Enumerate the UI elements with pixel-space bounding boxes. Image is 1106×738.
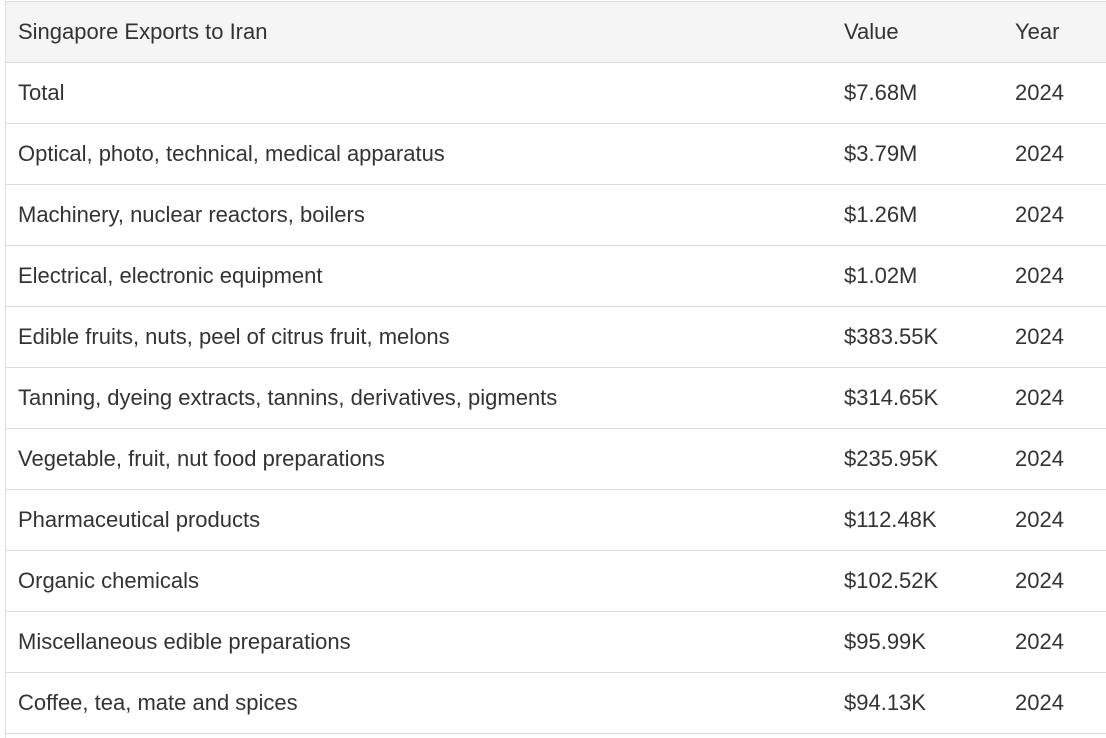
cell-value: $383.55K — [832, 306, 1003, 368]
cell-year: 2024 — [1003, 306, 1106, 368]
cell-year: 2024 — [1003, 62, 1106, 124]
cell-category: Vegetable, fruit, nut food preparations — [6, 428, 832, 490]
cell-value: $1.26M — [832, 184, 1003, 246]
cell-value: $314.65K — [832, 367, 1003, 429]
table-row: Tanning, dyeing extracts, tannins, deriv… — [6, 367, 1106, 429]
table-row: Edible fruits, nuts, peel of citrus frui… — [6, 306, 1106, 368]
cell-category: Total — [6, 62, 832, 124]
table-row: Miscellaneous edible preparations $95.99K… — [6, 611, 1106, 673]
table-body: Total $7.68M 2024 Optical, photo, technical… — [6, 62, 1106, 734]
cell-value: $95.99K — [832, 611, 1003, 673]
cell-category: Tanning, dyeing extracts, tannins, deriv… — [6, 367, 832, 429]
cell-category: Pharmaceutical products — [6, 489, 832, 551]
cell-year: 2024 — [1003, 428, 1106, 490]
exports-table-container: Singapore Exports to Iran Value Year Tot… — [5, 1, 1106, 738]
table-row: Organic chemicals $102.52K 2024 — [6, 550, 1106, 612]
column-header-value: Value — [832, 2, 1003, 63]
cell-category: Coffee, tea, mate and spices — [6, 672, 832, 734]
cell-category: Machinery, nuclear reactors, boilers — [6, 184, 832, 246]
cell-year: 2024 — [1003, 367, 1106, 429]
cell-value: $94.13K — [832, 672, 1003, 734]
cell-year: 2024 — [1003, 550, 1106, 612]
column-header-year: Year — [1003, 2, 1106, 63]
cell-value: $235.95K — [832, 428, 1003, 490]
cell-category: Electrical, electronic equipment — [6, 245, 832, 307]
cell-year: 2024 — [1003, 184, 1106, 246]
cell-category: Organic chemicals — [6, 550, 832, 612]
table-row: Vegetable, fruit, nut food preparations $… — [6, 428, 1106, 490]
table-row: Coffee, tea, mate and spices $94.13K 2024 — [6, 672, 1106, 734]
cell-category: Miscellaneous edible preparations — [6, 611, 832, 673]
cell-year: 2024 — [1003, 611, 1106, 673]
cell-category: Optical, photo, technical, medical appar… — [6, 123, 832, 185]
exports-table: Singapore Exports to Iran Value Year Tot… — [6, 2, 1106, 734]
table-row: Pharmaceutical products $112.48K 2024 — [6, 489, 1106, 551]
cell-value: $102.52K — [832, 550, 1003, 612]
column-header-name: Singapore Exports to Iran — [6, 2, 832, 63]
table-row: Machinery, nuclear reactors, boilers $1.2… — [6, 184, 1106, 246]
cell-value: $1.02M — [832, 245, 1003, 307]
table-row: Optical, photo, technical, medical appar… — [6, 123, 1106, 185]
table-row: Total $7.68M 2024 — [6, 62, 1106, 124]
cell-year: 2024 — [1003, 245, 1106, 307]
cell-category: Edible fruits, nuts, peel of citrus frui… — [6, 306, 832, 368]
cell-value: $3.79M — [832, 123, 1003, 185]
table-header: Singapore Exports to Iran Value Year — [6, 2, 1106, 63]
cell-year: 2024 — [1003, 123, 1106, 185]
table-row: Electrical, electronic equipment $1.02M 20… — [6, 245, 1106, 307]
cell-year: 2024 — [1003, 672, 1106, 734]
cell-value: $7.68M — [832, 62, 1003, 124]
header-row: Singapore Exports to Iran Value Year — [6, 2, 1106, 63]
cell-value: $112.48K — [832, 489, 1003, 551]
cell-year: 2024 — [1003, 489, 1106, 551]
